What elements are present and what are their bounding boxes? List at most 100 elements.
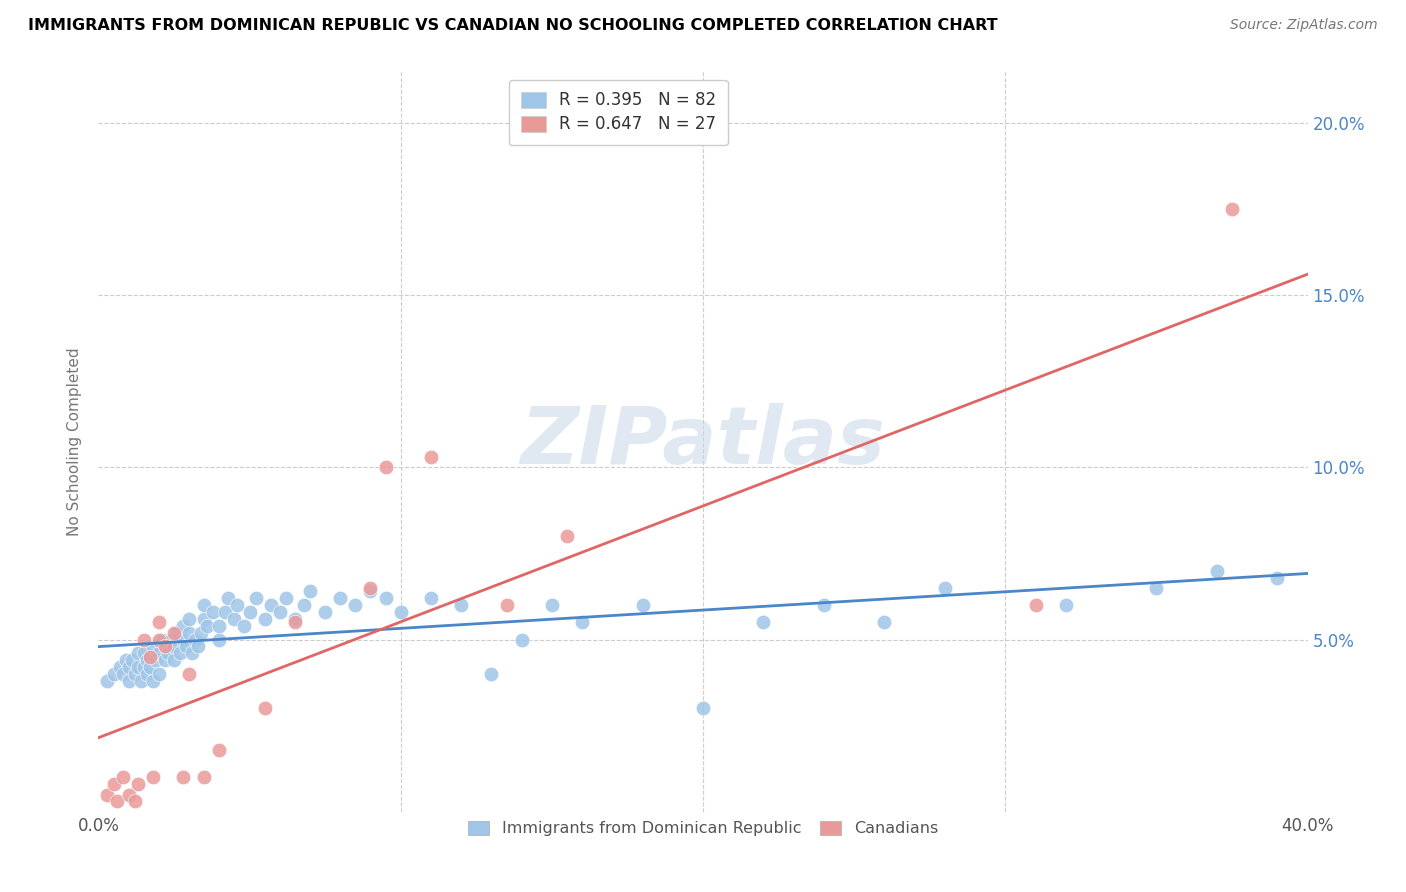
Text: Source: ZipAtlas.com: Source: ZipAtlas.com [1230,18,1378,32]
Point [329,591,352,606]
Point [111,770,134,784]
Point [135,667,157,681]
Point [360,584,382,599]
Point [179,667,201,681]
Point [118,788,141,802]
Point [163,653,186,667]
Point [934,581,956,595]
Point [299,584,322,599]
Point [132,646,155,660]
Point [217,591,239,606]
Point [121,653,143,667]
Point [103,777,125,791]
Point [190,625,212,640]
Point [495,598,517,612]
Point [284,615,307,630]
Point [142,640,165,654]
Text: ZIPatlas: ZIPatlas [520,402,886,481]
Point [179,625,201,640]
Point [172,632,194,647]
Point [118,660,141,674]
Point [1206,564,1229,578]
Point [420,591,443,606]
Point [172,619,194,633]
Point [156,646,179,660]
Point [208,619,231,633]
Point [571,615,593,630]
Point [142,770,165,784]
Point [179,612,201,626]
Point [1054,598,1077,612]
Point [174,640,197,654]
Point [127,646,149,660]
Point [292,598,315,612]
Point [184,632,207,647]
Point [245,591,267,606]
Point [124,794,146,808]
Point [232,619,254,633]
Point [114,653,136,667]
Point [153,640,176,654]
Point [214,605,236,619]
Point [202,605,225,619]
Point [269,605,291,619]
Point [224,612,246,626]
Point [510,632,533,647]
Point [172,770,194,784]
Point [253,701,276,715]
Point [187,640,209,654]
Point [239,605,262,619]
Point [360,581,382,595]
Point [105,794,128,808]
Point [153,653,176,667]
Point [160,632,183,647]
Point [450,598,472,612]
Point [118,673,141,688]
Point [148,615,170,630]
Point [374,591,396,606]
Point [163,640,186,654]
Point [420,450,443,464]
Point [127,777,149,791]
Point [108,660,131,674]
Point [260,598,283,612]
Point [139,649,162,664]
Point [139,660,162,674]
Point [284,612,307,626]
Y-axis label: No Schooling Completed: No Schooling Completed [67,347,83,536]
Point [813,598,835,612]
Legend: Immigrants from Dominican Republic, Canadians: Immigrants from Dominican Republic, Cana… [460,813,946,845]
Point [193,598,215,612]
Point [208,743,231,757]
Point [145,653,167,667]
Point [166,625,188,640]
Point [148,667,170,681]
Point [389,605,412,619]
Point [193,612,215,626]
Point [111,667,134,681]
Point [150,632,173,647]
Point [1024,598,1046,612]
Point [314,605,336,619]
Point [142,673,165,688]
Point [135,653,157,667]
Point [1144,581,1167,595]
Point [1220,202,1243,216]
Point [274,591,297,606]
Point [148,632,170,647]
Point [193,770,215,784]
Point [96,673,118,688]
Text: IMMIGRANTS FROM DOMINICAN REPUBLIC VS CANADIAN NO SCHOOLING COMPLETED CORRELATIO: IMMIGRANTS FROM DOMINICAN REPUBLIC VS CA… [28,18,998,33]
Point [631,598,654,612]
Point [555,529,578,543]
Point [692,701,714,715]
Point [127,660,149,674]
Point [1267,570,1289,584]
Point [873,615,896,630]
Point [540,598,562,612]
Point [124,667,146,681]
Point [96,788,118,802]
Point [163,625,186,640]
Point [129,673,152,688]
Point [344,598,367,612]
